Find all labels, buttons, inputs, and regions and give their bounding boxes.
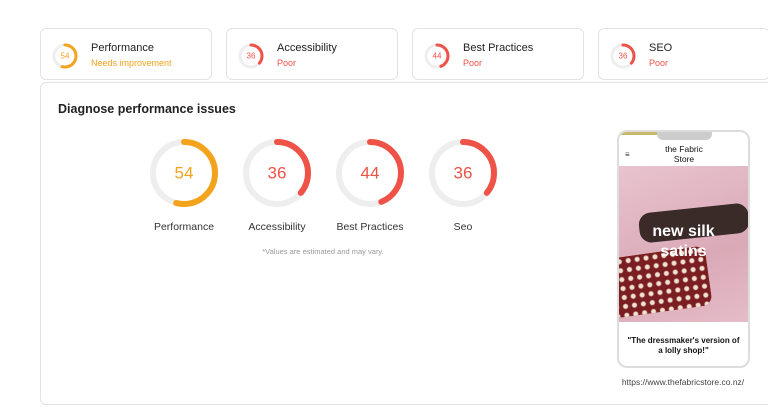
top-bar <box>619 132 657 135</box>
gauge-score: 44 <box>433 52 442 61</box>
gauge-score: 54 <box>61 52 70 61</box>
gauge-arc <box>52 43 78 69</box>
brand-line: the Fabric <box>665 144 703 154</box>
gauge: 44 <box>336 139 404 207</box>
tab-status: Needs improvement <box>91 58 172 68</box>
diagnose-panel <box>40 82 768 405</box>
note: *Values are estimated and may vary. <box>262 247 384 256</box>
brand: the Fabric Store <box>639 144 729 164</box>
tab-name: Accessibility <box>277 42 337 54</box>
gauge-label: Best Practices <box>336 221 404 233</box>
phone-preview: ≡ the Fabric Store new silk satins "The dr… <box>617 130 750 368</box>
tab-status: Poor <box>649 58 669 68</box>
gauge-score: 36 <box>268 164 287 183</box>
gauge-arc <box>424 43 450 69</box>
hero-image: new silk satins <box>619 166 748 322</box>
gauge-score: 44 <box>361 164 380 183</box>
gauge-arc <box>150 139 218 207</box>
gauge-score: 36 <box>619 52 628 61</box>
gauge-arc <box>610 43 636 69</box>
notch <box>657 132 712 140</box>
gauge-label: Seo <box>453 221 473 233</box>
gauge: 36 <box>238 43 264 69</box>
menu-icon: ≡ <box>625 150 630 159</box>
gauge-item: 44 Best Practices <box>325 136 415 233</box>
gauge-score: 36 <box>247 52 256 61</box>
tab-status: Poor <box>463 58 483 68</box>
score-tab: 36 SEO Poor <box>598 28 768 80</box>
gauge-arc <box>243 139 311 207</box>
tab-name: Performance <box>91 42 154 54</box>
gauge: 36 <box>243 139 311 207</box>
score-tab: 44 Best Practices Poor <box>412 28 584 80</box>
gauge-score: 36 <box>454 164 473 183</box>
tab-name: SEO <box>649 42 673 54</box>
gauge-label: Accessibility <box>248 221 306 233</box>
gauge: 44 <box>424 43 450 69</box>
headline-line: satins <box>660 243 707 260</box>
gauge-item: 36 Accessibility <box>232 136 322 233</box>
gauge: 54 <box>52 43 78 69</box>
gauge-label: Performance <box>153 221 215 233</box>
gauge: 54 <box>150 139 218 207</box>
panel-title: Diagnose performance issues <box>58 102 236 116</box>
gauge-item: 36 Seo <box>418 136 508 233</box>
gauge-arc <box>238 43 264 69</box>
gauge: 36 <box>429 139 497 207</box>
url: https://www.thefabricstore.co.nz/ <box>621 377 745 387</box>
score-tab: 54 Performance Needs improvement <box>40 28 212 80</box>
gauge-score: 54 <box>175 164 194 183</box>
tab-status: Poor <box>277 58 297 68</box>
gauge-item: 54 Performance <box>139 136 229 233</box>
gauge-arc <box>336 139 404 207</box>
brand-line: Store <box>673 154 695 164</box>
score-tab: 36 Accessibility Poor <box>226 28 398 80</box>
gauge: 36 <box>610 43 636 69</box>
headline-line: new silk <box>652 223 715 240</box>
headline: new silk satins <box>619 222 748 262</box>
gauge-arc <box>429 139 497 207</box>
quote: "The dressmaker's version of a lolly sho… <box>627 336 740 355</box>
tab-name: Best Practices <box>463 42 534 54</box>
